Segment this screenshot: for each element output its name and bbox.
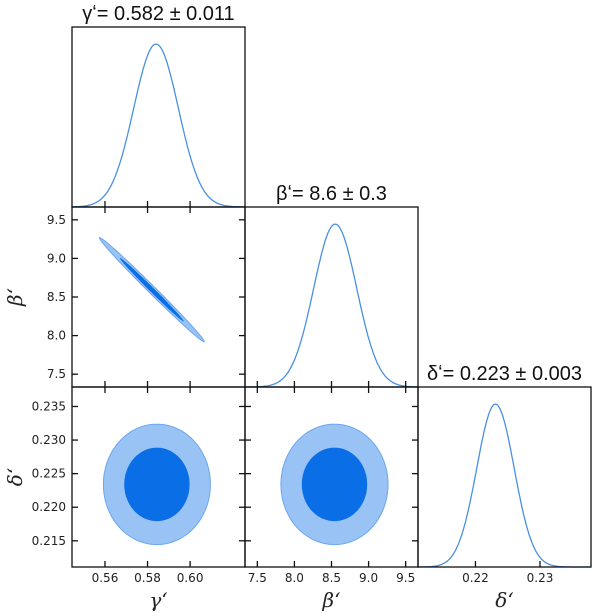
x-tick-label: 0.22 [462,571,489,585]
contour-68-gamma-beta [119,257,184,322]
y-axis-label-beta: βʻ [3,288,27,307]
y-tick-label: 0.225 [32,467,66,481]
x-tick-label: 7.5 [248,571,267,585]
marginal-curve-beta [245,223,418,388]
x-tick-label: 8.0 [285,571,304,585]
contour-68-gamma-delta [124,447,190,522]
marginal-curve-gamma [71,43,245,208]
x-axis-label-beta: βʻ [322,588,341,612]
y-tick-label: 0.230 [32,433,66,447]
title-delta: δʻ= 0.223 ± 0.003 [427,363,582,385]
y-tick-label: 0.220 [32,500,66,514]
y-tick-label: 0.215 [32,534,66,548]
y-axis-label-delta: δʻ [3,468,27,486]
marginal-curve-delta [418,403,591,568]
y-tick-label: 8.5 [47,290,66,304]
x-tick-label: 9.5 [396,571,415,585]
panel-frame-beta-beta [244,206,419,388]
title-beta: βʻ= 8.6 ± 0.3 [276,183,387,205]
x-tick-label: 0.60 [177,571,204,585]
y-tick-label: 9.5 [47,213,66,227]
x-axis-label-gamma: γʻ [149,588,167,612]
x-tick-label: 0.23 [527,571,554,585]
panel-frame-gamma-gamma [71,26,246,208]
x-axis-label-delta: δʻ [495,588,513,612]
y-tick-label: 7.5 [47,367,66,381]
x-tick-label: 9.0 [359,571,378,585]
y-tick-label: 0.235 [32,399,66,413]
y-tick-label: 8.0 [47,329,66,343]
panel-frame-delta-delta [417,386,592,568]
x-tick-label: 8.5 [322,571,341,585]
x-tick-label: 0.56 [92,571,119,585]
contour-68-beta-delta [301,447,368,522]
title-gamma: γʻ= 0.582 ± 0.011 [82,3,234,25]
x-tick-label: 0.58 [134,571,161,585]
y-tick-label: 9.0 [47,251,66,265]
